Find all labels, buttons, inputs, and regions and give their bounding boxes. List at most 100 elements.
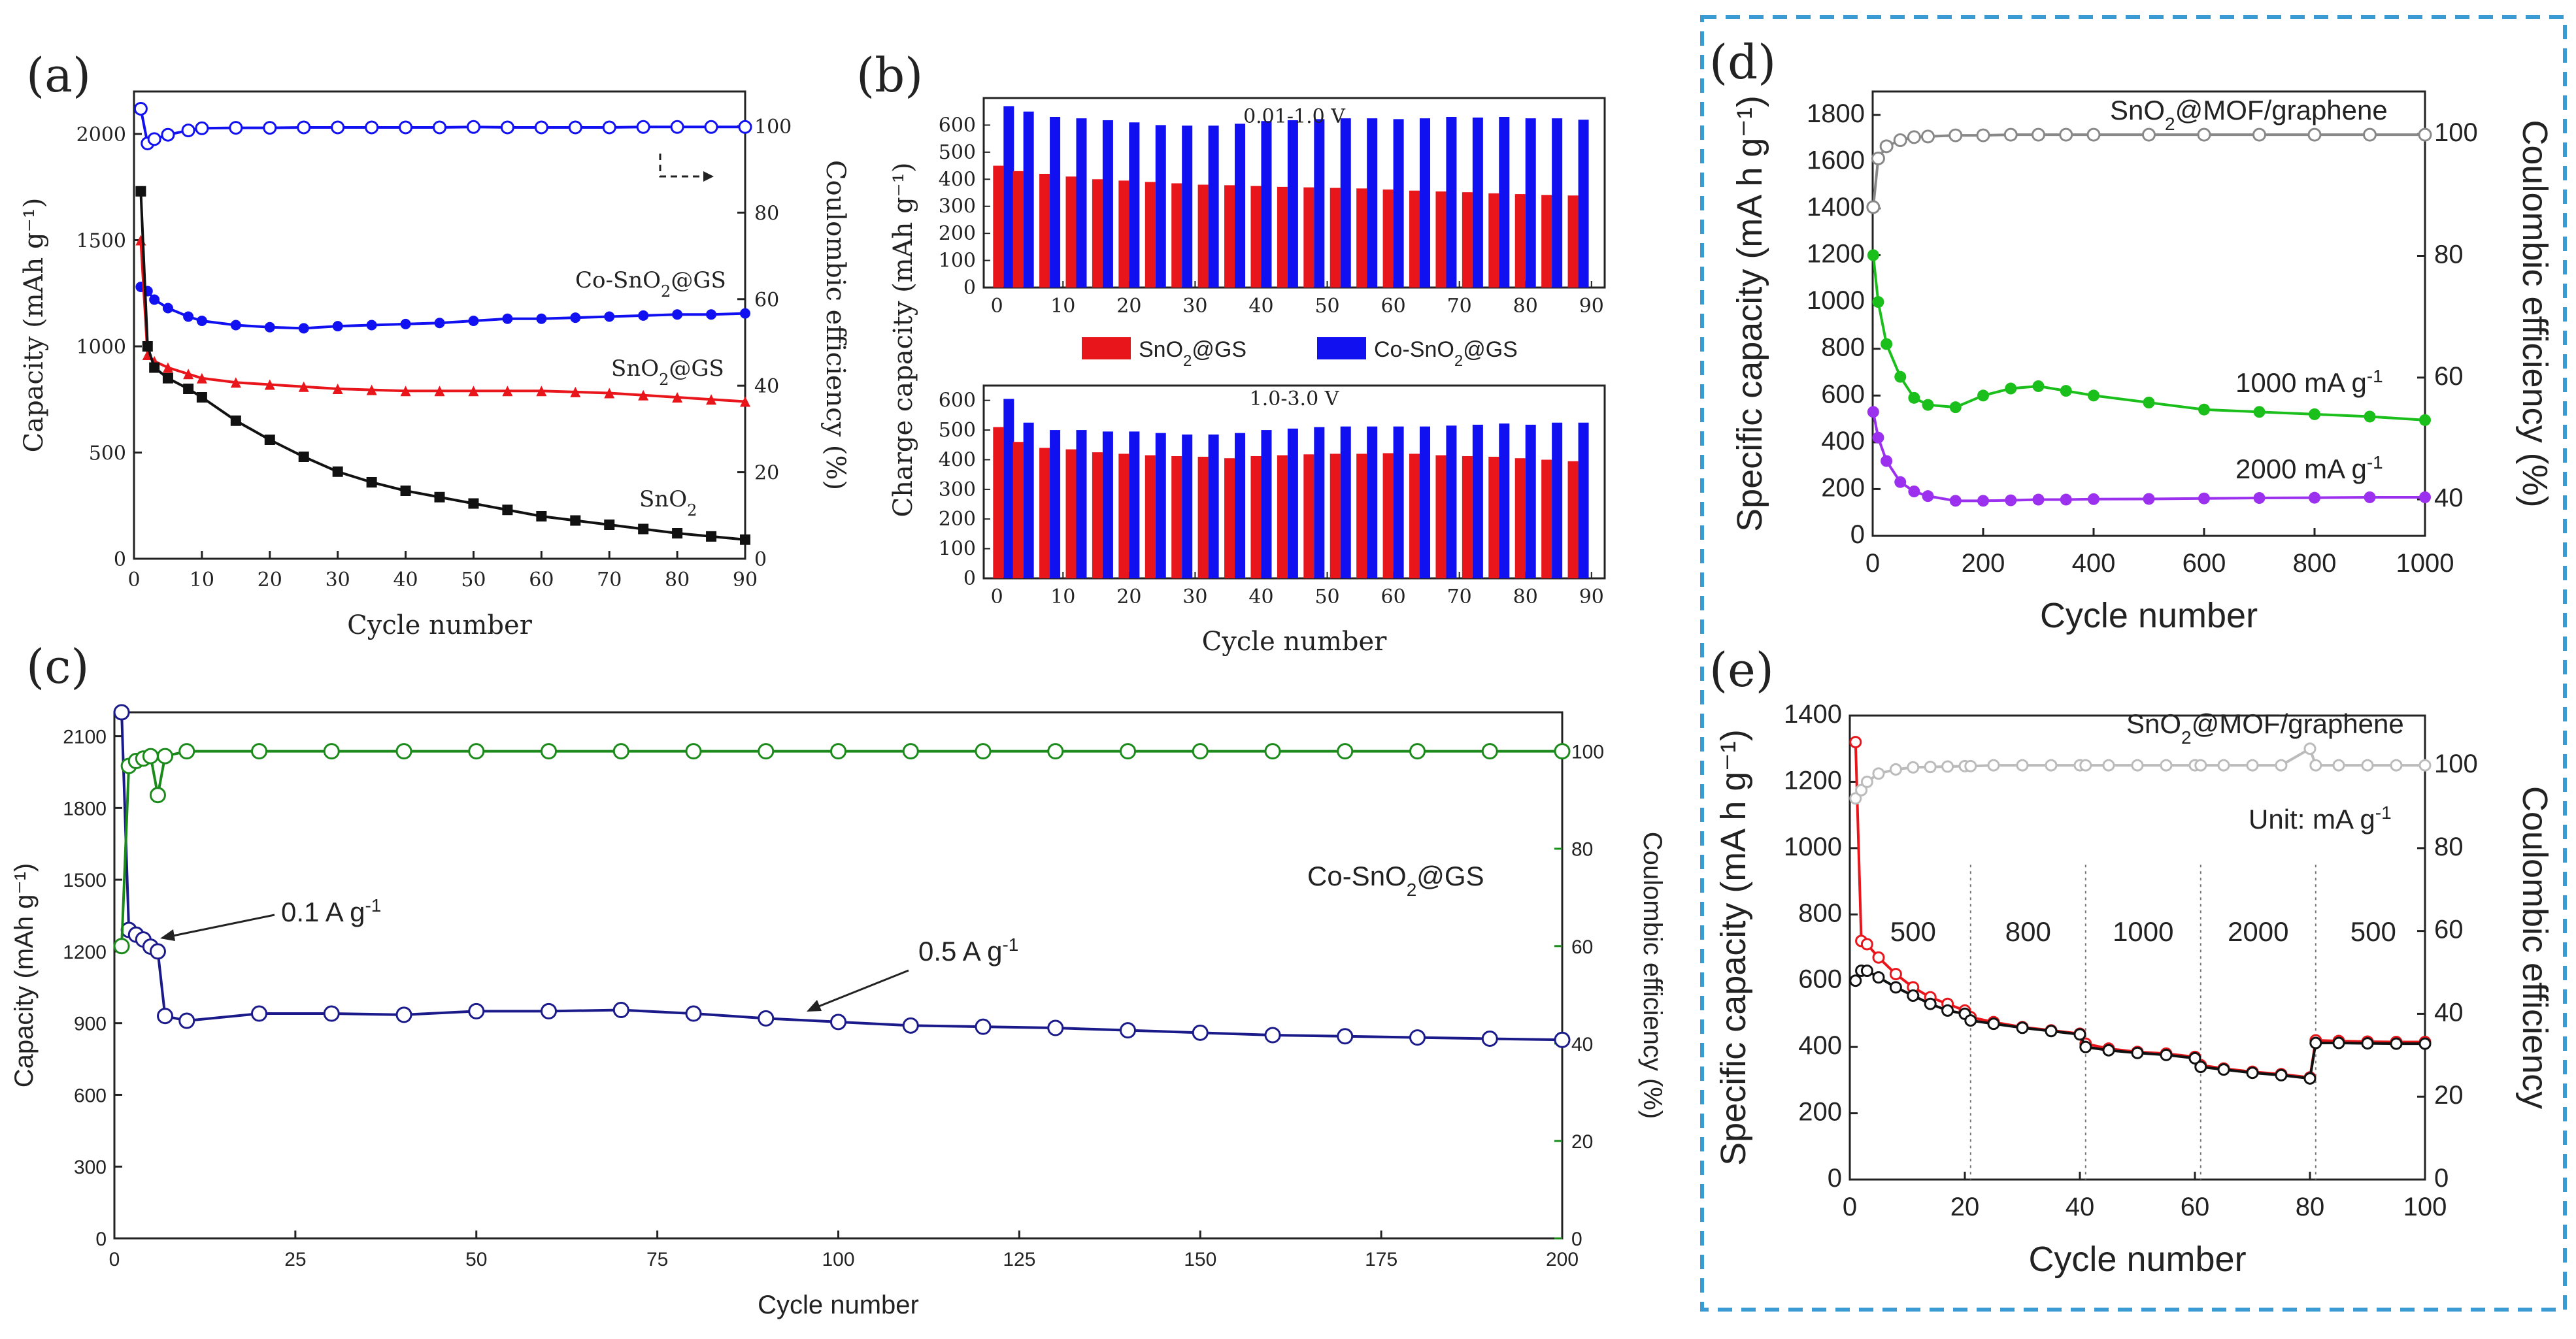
chart-e-ce-point xyxy=(2332,759,2345,772)
chart-c-xtick-label: 100 xyxy=(822,1249,854,1270)
chart-b-bottom-bar-blue xyxy=(1182,434,1193,578)
chart-c-rate2-arrowhead xyxy=(807,1000,822,1012)
chart-b-bottom-bar-red xyxy=(1567,461,1579,578)
chart-b-top-xtick-label: 60 xyxy=(1381,295,1406,318)
chart-d-xtick-label: 1000 xyxy=(2396,549,2454,578)
chart-e: 0 20 40 60 80 1000200400600800100012001400Cyc… xyxy=(1714,700,2554,1279)
chart-c-efficiency-point xyxy=(1120,743,1136,760)
chart-b-bottom-bar-blue xyxy=(1287,428,1298,578)
chart-c-efficiency-point xyxy=(468,743,485,760)
chart-b-top-xtick-label: 30 xyxy=(1182,295,1207,318)
chart-d-ytick-label: 1800 xyxy=(1807,99,1865,128)
chart-a-series-0-point xyxy=(183,311,194,322)
chart-b-bottom-bar-red xyxy=(1224,458,1235,578)
chart-e-series-1-point xyxy=(2361,1037,2374,1050)
chart-b-bottom-bar-blue xyxy=(1472,424,1483,578)
chart-d-ytick-label: 1600 xyxy=(1807,146,1865,174)
chart-e-ytick-label: 400 xyxy=(1798,1031,1842,1060)
chart-b-top-bar-blue xyxy=(1076,118,1087,288)
chart-c-efficiency-point xyxy=(142,748,159,765)
chart-c-xlabel: Cycle number xyxy=(758,1291,919,1319)
chart-d-ce-point xyxy=(1949,128,1963,142)
chart-c-capacity-point xyxy=(975,1018,992,1035)
chart-c-capacity-point xyxy=(157,1008,174,1025)
chart-c-y2label: Coulombic efficiency (%) xyxy=(1638,832,1667,1119)
chart-d-series-0-point xyxy=(1922,399,1934,411)
chart-b-top-bar-red xyxy=(1065,176,1077,288)
chart-b-top-bar-blue xyxy=(1552,118,1563,288)
chart-d-ytick-label: 200 xyxy=(1821,473,1865,502)
chart-d-xtick-label: 800 xyxy=(2293,549,2337,578)
chart-a-series-1-point xyxy=(536,386,547,397)
chart-a-series-2-point xyxy=(740,534,750,545)
chart-e-ce-point xyxy=(1987,759,2000,772)
chart-c-xtick-label: 150 xyxy=(1184,1249,1216,1270)
chart-a-series-0-point xyxy=(672,309,683,320)
chart-e-series-1-point xyxy=(1941,1004,1954,1017)
chart-b-bottom-bar-blue xyxy=(1393,426,1404,578)
chart-b-top-xtick-label: 40 xyxy=(1248,295,1273,318)
chart-a-series-2-point xyxy=(604,520,615,530)
chart-d-series-0-point xyxy=(1881,338,1893,350)
chart-a-series-2-point xyxy=(400,486,411,496)
chart-a-ytick-label: 1000 xyxy=(76,336,126,359)
chart-a-series-2-point xyxy=(162,372,173,384)
chart-b-ylabel: Charge capacity (mAh g⁻¹) xyxy=(888,163,918,518)
chart-a-ce-arrow xyxy=(659,154,712,178)
chart-e-series-1-point xyxy=(1907,989,1920,1002)
chart-b-top-bar-red xyxy=(1250,186,1262,288)
chart-b-bottom-bar-red xyxy=(1514,458,1526,578)
chart-b-bottom-bar-red xyxy=(1382,453,1394,578)
chart-e-xtick-label: 60 xyxy=(2181,1193,2210,1221)
chart-c-series-name: Co-SnO2@GS xyxy=(1307,861,1484,900)
chart-b-top-bar-red xyxy=(1118,180,1129,288)
chart-d-series-1-point xyxy=(2088,493,2099,505)
chart-b-bottom-bar-red xyxy=(1197,456,1209,578)
chart-d-series-1-point xyxy=(2143,493,2155,505)
chart-d-xtick-label: 400 xyxy=(2072,549,2116,578)
chart-e-ytick-label: 600 xyxy=(1798,965,1842,994)
chart-a-series-2-point xyxy=(502,504,513,516)
chart-b-top-xtick-label: 0 xyxy=(991,295,1003,318)
chart-b-top-bar-blue xyxy=(1235,124,1246,288)
chart-e-y2tick-label: 20 xyxy=(2434,1081,2464,1110)
chart-b-top-xtick-label: 80 xyxy=(1513,295,1538,318)
chart-a-xtick-label: 80 xyxy=(665,569,690,591)
chart-a-label-sno2: SnO2 xyxy=(639,486,697,520)
chart-d-ytick-label: 0 xyxy=(1850,520,1865,549)
chart-c-xtick-label: 125 xyxy=(1003,1249,1035,1270)
chart-b-bottom-bar-blue xyxy=(1552,422,1563,578)
chart-b-top-bar-blue xyxy=(1102,120,1113,288)
chart-b-bottom-bar-blue xyxy=(1076,430,1087,578)
chart-a-ce-point xyxy=(636,120,650,134)
chart-d-series-0-point xyxy=(2060,385,2072,397)
chart-d-y2tick-label: 60 xyxy=(2434,362,2464,391)
chart-e-series-1-point xyxy=(2418,1037,2432,1050)
chart-d-series-0-point xyxy=(2088,389,2099,402)
chart-e-series-1-point xyxy=(1924,997,1937,1010)
chart-d-series-0-point xyxy=(1908,391,1920,404)
chart-e-series-1-line xyxy=(1854,969,2425,1080)
chart-a-ce-point xyxy=(133,101,148,116)
chart-d-ce-point xyxy=(1907,130,1921,144)
chart-d-ce-point xyxy=(1976,128,1990,142)
chart-e-rate-label: 1000 xyxy=(2113,916,2173,947)
chart-a-label-co: Co-SnO2@GS xyxy=(575,267,726,301)
chart-a-xtick-label: 0 xyxy=(127,569,140,591)
chart-a-series-0-point xyxy=(536,313,547,324)
chart-d-title: SnO2@MOF/graphene xyxy=(2110,95,2388,134)
chart-a-series-1-point xyxy=(740,396,750,407)
panel-label-b: (b) xyxy=(856,48,923,103)
chart-a-series-2-point xyxy=(570,515,581,526)
chart-b-bottom-bar-blue xyxy=(1578,422,1589,578)
chart-a-ce-arrowhead xyxy=(703,171,714,182)
chart-e-y2tick-label: 0 xyxy=(2434,1164,2449,1193)
chart-c-xtick-label: 75 xyxy=(646,1249,668,1270)
chart-a-series-1-point xyxy=(672,392,683,403)
chart-e-series-1-point xyxy=(2303,1072,2317,1085)
chart-c-capacity-point xyxy=(113,704,130,721)
chart-e-ce-point xyxy=(1941,760,1954,773)
chart-b-bottom-xtick-label: 30 xyxy=(1182,586,1207,608)
chart-d-xtick-label: 600 xyxy=(2183,549,2226,578)
chart-b-bottom-bar-red xyxy=(1065,449,1077,578)
